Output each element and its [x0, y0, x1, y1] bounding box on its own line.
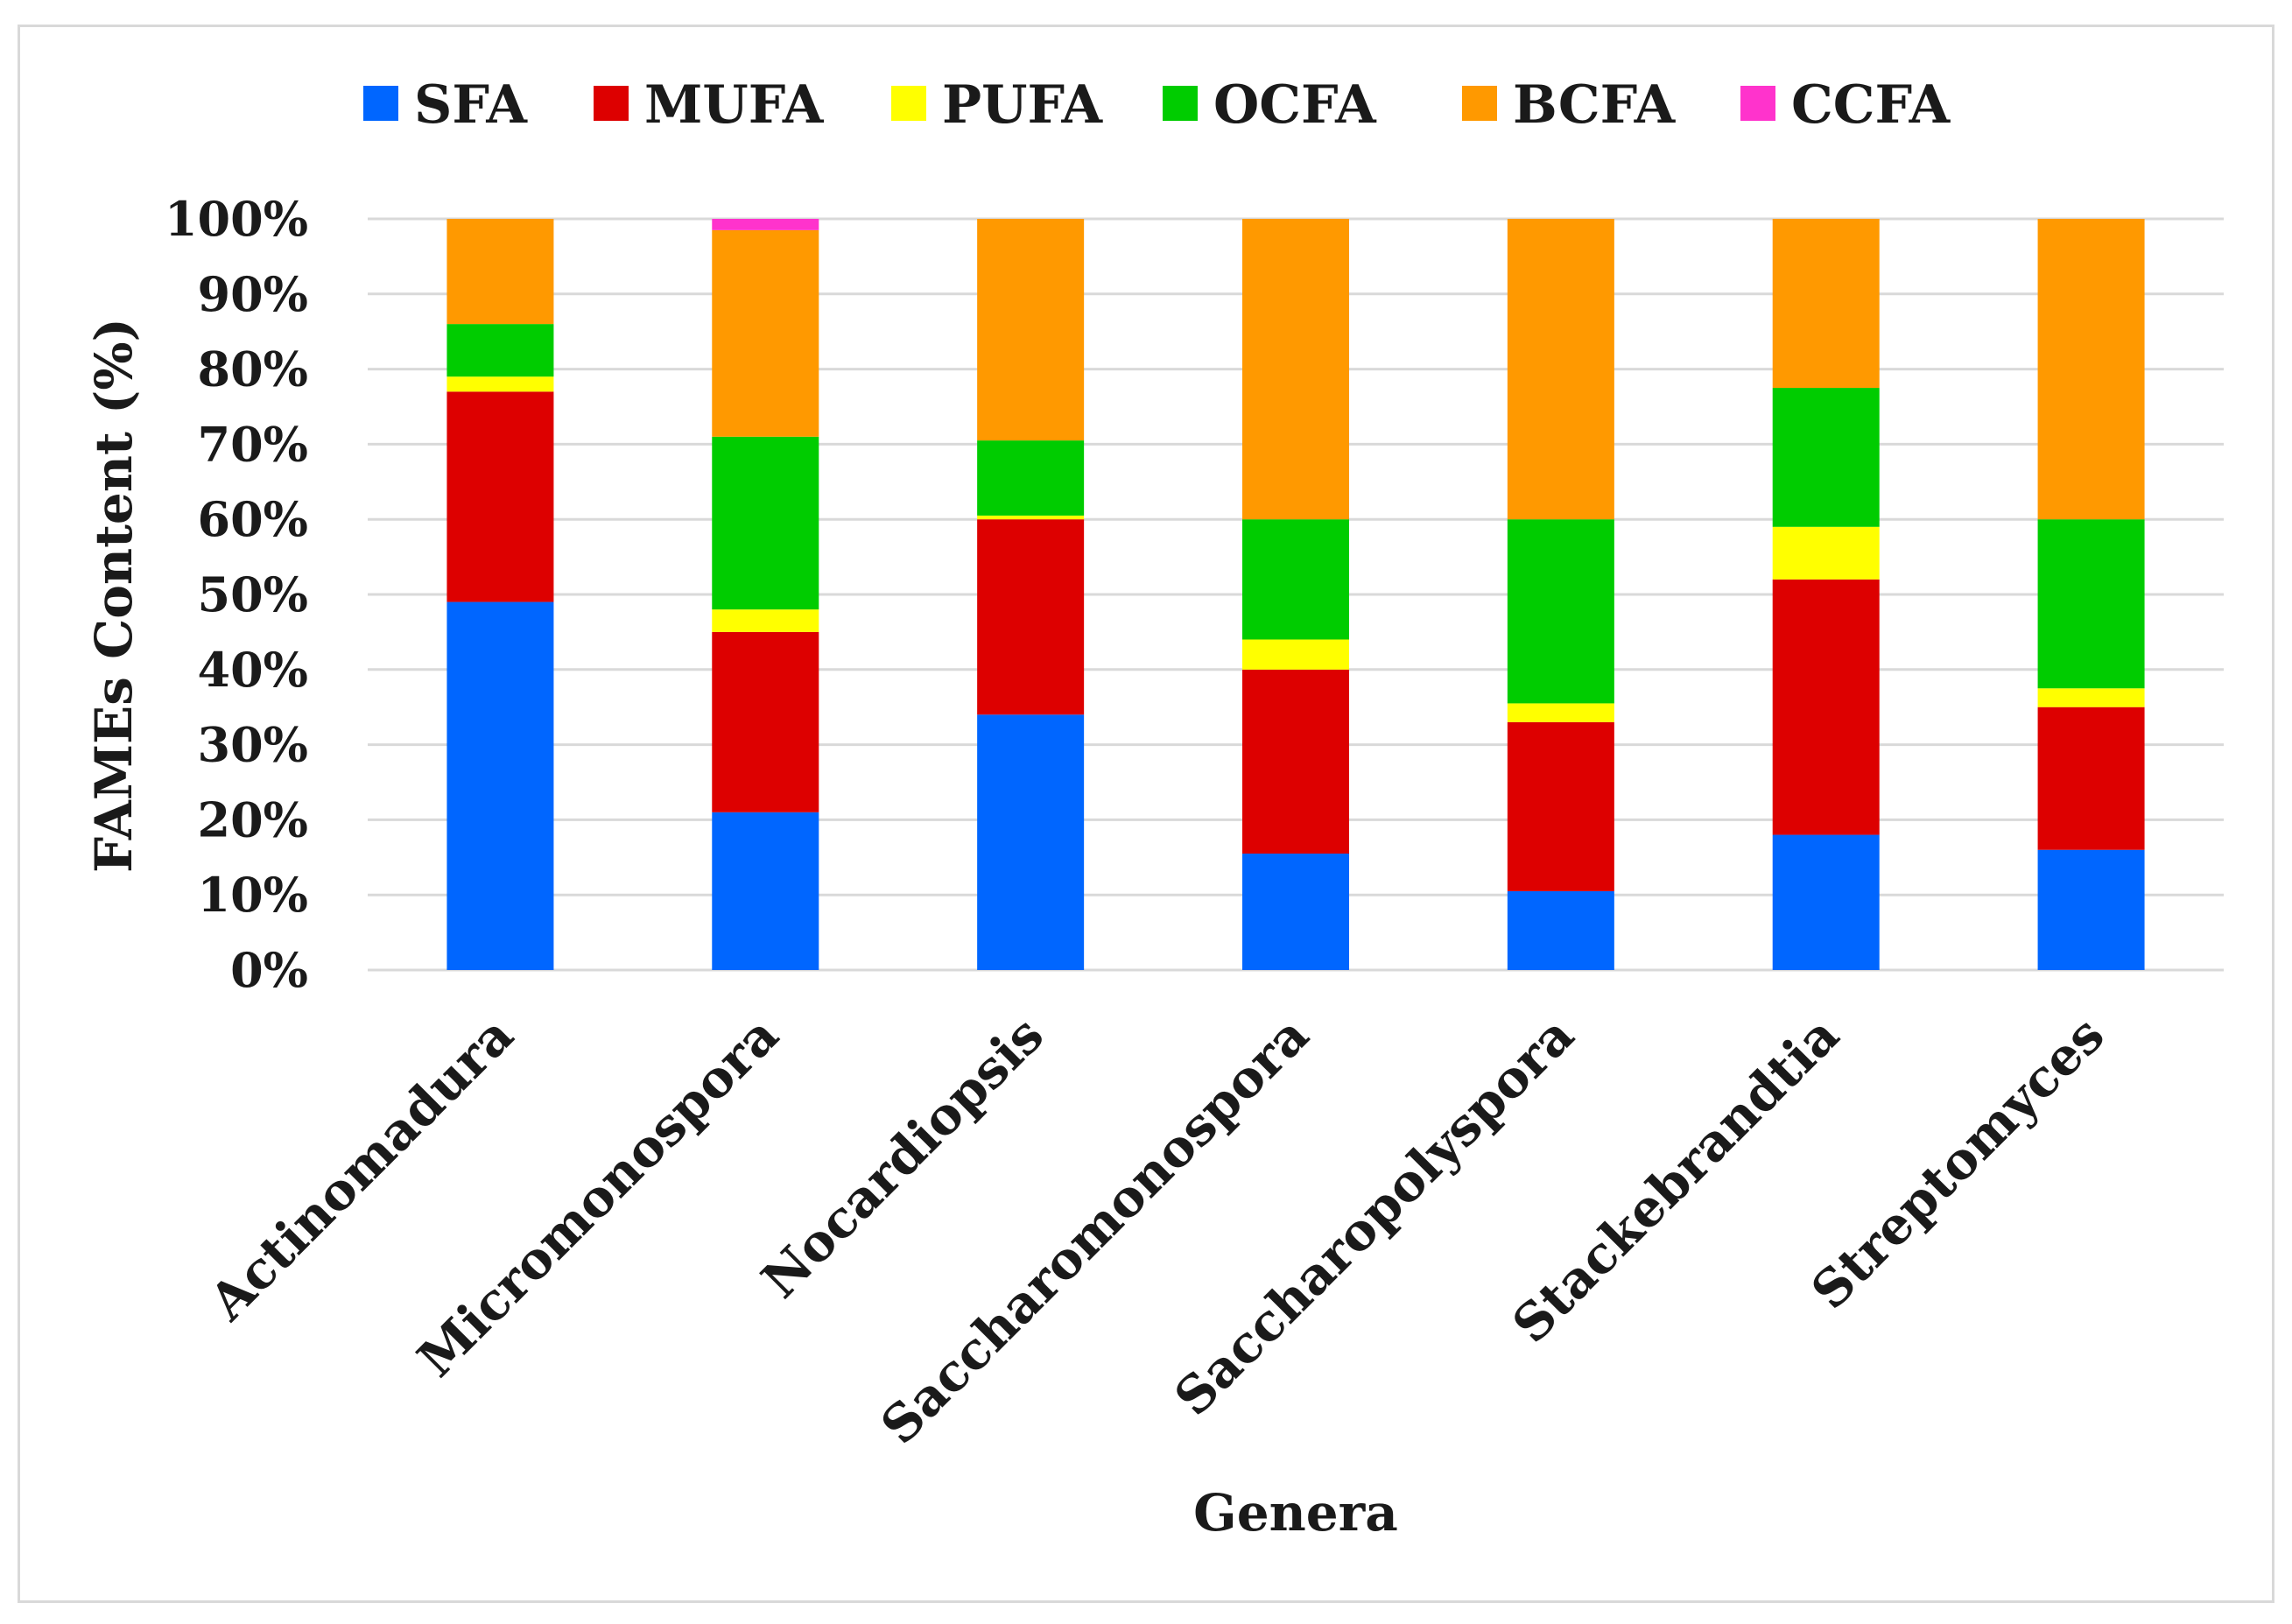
bar-segment-pufa-actinomadura: [446, 376, 554, 392]
bar-segment-sfa-stackebrandtia: [1772, 834, 1880, 970]
chart-frame: [18, 25, 2274, 1603]
bar-segment-mufa-saccharomonospora: [1242, 669, 1349, 854]
y-tick-label: 30%: [198, 717, 308, 773]
bar-segment-mufa-micromonospora: [712, 631, 819, 812]
bar-segment-sfa-saccharopolyspora: [1507, 890, 1614, 970]
legend-swatch-mufa: [594, 86, 629, 121]
bar-segment-bcfa-nocardiopsis: [977, 219, 1085, 441]
bar-segment-pufa-streptomyces: [2037, 688, 2145, 707]
bar-segment-ocfa-streptomyces: [2037, 519, 2145, 689]
legend-label-mufa: MUFA: [644, 74, 825, 136]
x-category-label: Streptomyces: [1800, 1005, 2116, 1321]
bar-segment-ocfa-stackebrandtia: [1772, 388, 1880, 527]
x-category-label: Saccharomonospora: [869, 1005, 1320, 1456]
y-tick-label: 10%: [198, 867, 308, 923]
legend-swatch-bcfa: [1462, 86, 1497, 121]
legend-label-pufa: PUFA: [942, 74, 1104, 136]
bar-segment-ccfa-micromonospora: [712, 219, 819, 230]
y-tick-label: 90%: [198, 266, 308, 322]
legend-swatch-ccfa: [1740, 86, 1775, 121]
y-tick-label: 40%: [198, 642, 308, 698]
bars: [446, 219, 2145, 970]
y-tick-label: 0%: [230, 942, 308, 998]
bar-segment-sfa-micromonospora: [712, 812, 819, 970]
legend-swatch-ocfa: [1163, 86, 1198, 121]
legend-label-ccfa: CCFA: [1791, 74, 1951, 136]
bar-segment-pufa-micromonospora: [712, 609, 819, 632]
bar-segment-mufa-nocardiopsis: [977, 519, 1085, 715]
y-tick-label: 100%: [165, 191, 308, 247]
legend-label-sfa: SFA: [414, 74, 528, 136]
bar-segment-bcfa-streptomyces: [2037, 219, 2145, 520]
legend-label-bcfa: BCFA: [1513, 74, 1677, 136]
bar-segment-mufa-streptomyces: [2037, 707, 2145, 850]
bar-segment-bcfa-saccharopolyspora: [1507, 219, 1614, 520]
bar-segment-mufa-stackebrandtia: [1772, 579, 1880, 835]
legend-label-ocfa: OCFA: [1213, 74, 1377, 136]
bar-segment-bcfa-actinomadura: [446, 219, 554, 325]
bar-segment-ocfa-actinomadura: [446, 324, 554, 377]
bar-segment-bcfa-stackebrandtia: [1772, 219, 1880, 389]
x-axis-categories: ActinomaduraMicromonosporaNocardiopsisSa…: [197, 1005, 2115, 1456]
bar-segment-pufa-saccharomonospora: [1242, 639, 1349, 670]
bar-segment-pufa-stackebrandtia: [1772, 526, 1880, 580]
bar-segment-ocfa-nocardiopsis: [977, 440, 1085, 516]
bar-segment-sfa-saccharomonospora: [1242, 854, 1349, 970]
y-tick-label: 70%: [198, 416, 308, 472]
x-category-label: Nocardiopsis: [750, 1005, 1055, 1310]
y-tick-label: 20%: [198, 791, 308, 847]
bar-segment-bcfa-saccharomonospora: [1242, 219, 1349, 520]
bar-segment-mufa-actinomadura: [446, 391, 554, 602]
legend: SFA MUFA PUFA OCFA BCFA CCFA: [363, 74, 1951, 136]
y-axis-title: FAMEs Content (%): [84, 318, 144, 873]
bar-segment-sfa-nocardiopsis: [977, 714, 1085, 970]
bar-segment-sfa-actinomadura: [446, 601, 554, 970]
x-axis-title: Genera: [1193, 1483, 1398, 1543]
bar-segment-pufa-nocardiopsis: [977, 515, 1085, 520]
legend-swatch-sfa: [363, 86, 398, 121]
bar-segment-ocfa-saccharopolyspora: [1507, 519, 1614, 704]
y-tick-label: 80%: [198, 341, 308, 397]
bar-segment-sfa-streptomyces: [2037, 849, 2145, 970]
y-tick-label: 50%: [198, 566, 308, 622]
bar-segment-pufa-saccharopolyspora: [1507, 703, 1614, 722]
bar-segment-bcfa-micromonospora: [712, 229, 819, 437]
bar-segment-ocfa-micromonospora: [712, 436, 819, 610]
y-tick-label: 60%: [198, 491, 308, 547]
y-axis-ticks: 0% 10% 20% 30% 40% 50% 60% 70% 80% 90% 100%: [165, 191, 308, 998]
bar-segment-mufa-saccharopolyspora: [1507, 721, 1614, 891]
bar-segment-ocfa-saccharomonospora: [1242, 519, 1349, 640]
legend-swatch-pufa: [891, 86, 926, 121]
